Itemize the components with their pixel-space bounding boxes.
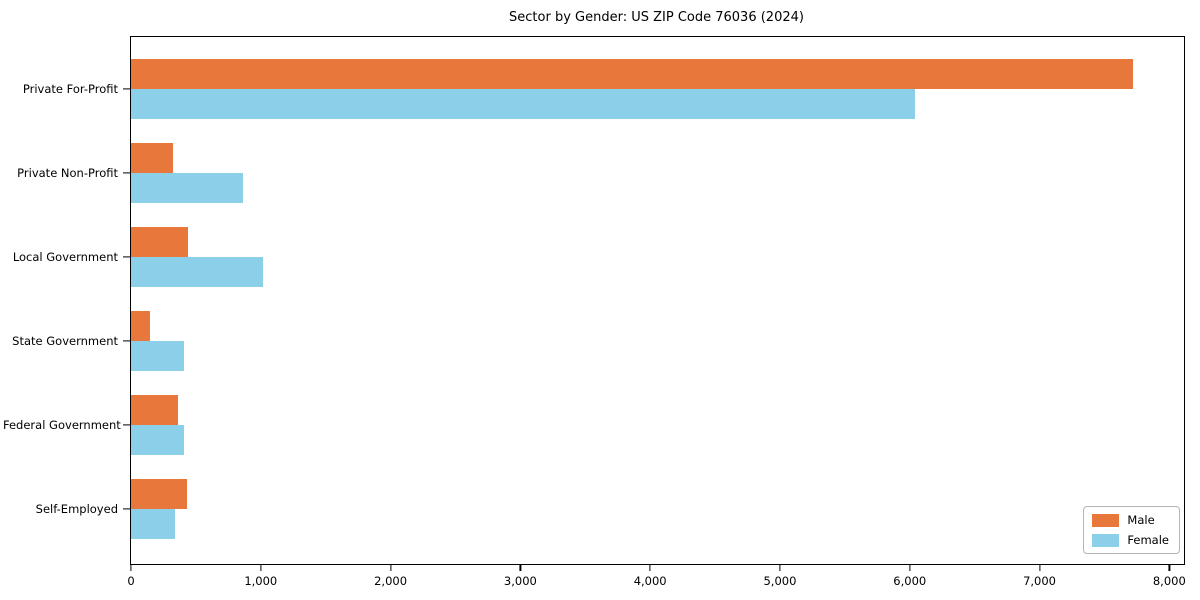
x-tick-mark xyxy=(1168,564,1170,571)
x-tick-mark xyxy=(1038,564,1041,571)
bar-male-federal-government xyxy=(131,395,178,425)
x-tick-mark xyxy=(519,564,521,571)
x-tick-mark xyxy=(130,564,132,571)
legend-item-female: Female xyxy=(1092,533,1169,547)
x-tick-label: 7,000 xyxy=(1023,574,1056,588)
plot-area: Private For-Profit Private Non-Profit Lo… xyxy=(3,36,1186,588)
male-swatch-icon xyxy=(1092,513,1120,527)
y-tick-mark xyxy=(123,340,131,342)
bar-male-private-non-profit xyxy=(131,143,174,173)
legend-label-female: Female xyxy=(1127,533,1169,547)
y-tick-mark xyxy=(123,424,131,426)
bar-male-local-government xyxy=(131,227,188,257)
x-tick-label: 0 xyxy=(127,574,135,588)
x-tick-mark xyxy=(389,564,392,571)
bar-male-state-government xyxy=(131,311,151,341)
x-tick-label: 4,000 xyxy=(633,574,667,588)
x-tick-label: 5,000 xyxy=(763,574,797,588)
x-tick-mark xyxy=(909,564,911,571)
bar-female-local-government xyxy=(131,257,263,287)
x-tick-label: 8,000 xyxy=(1152,574,1186,588)
x-tick-mark xyxy=(649,564,651,571)
x-tick-mark xyxy=(779,564,781,571)
category-label-state-government: State Government xyxy=(12,334,118,348)
bar-male-self-employed xyxy=(131,479,188,509)
x-tick-label: 2,000 xyxy=(374,574,408,588)
category-label-local-government: Local Government xyxy=(12,250,118,264)
category-label-federal-government: Federal Government xyxy=(3,418,121,432)
y-tick-mark xyxy=(123,508,131,510)
y-tick-mark xyxy=(123,172,131,174)
x-tick-label: 6,000 xyxy=(893,574,927,588)
female-swatch-icon xyxy=(1092,533,1120,547)
y-tick-mark xyxy=(123,256,131,258)
bar-male-private-for-profit xyxy=(131,59,1133,89)
legend-item-male: Male xyxy=(1092,513,1169,527)
legend-label-male: Male xyxy=(1127,513,1155,527)
chart-title: Sector by Gender: US ZIP Code 76036 (202… xyxy=(509,10,804,25)
bar-female-private-non-profit xyxy=(131,173,244,203)
bar-female-private-for-profit xyxy=(131,89,915,119)
bar-female-federal-government xyxy=(131,425,185,455)
category-label-self-employed: Self-Employed xyxy=(35,502,118,516)
y-tick-mark xyxy=(123,88,131,90)
x-tick-label: 3,000 xyxy=(503,574,537,588)
bar-female-self-employed xyxy=(131,509,176,539)
category-label-private-non-profit: Private Non-Profit xyxy=(17,166,118,180)
category-label-private-for-profit: Private For-Profit xyxy=(22,82,118,96)
bar-female-state-government xyxy=(131,341,184,371)
legend: Male Female xyxy=(1083,506,1180,554)
x-tick-label: 1,000 xyxy=(244,574,278,588)
x-tick-mark xyxy=(260,564,262,571)
